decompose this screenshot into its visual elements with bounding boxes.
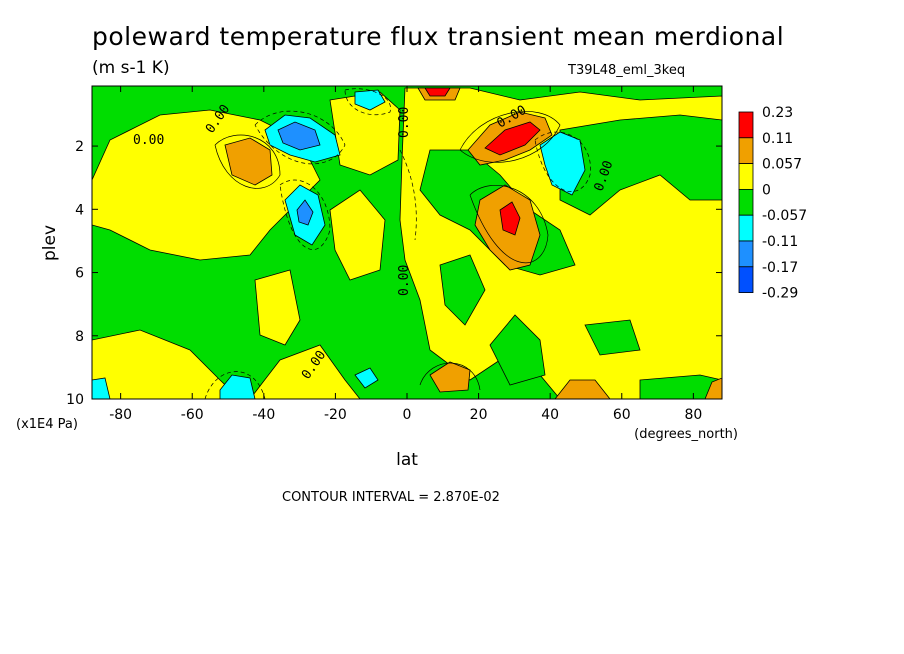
yellow-region-west-lower: [249, 344, 361, 399]
green-region-east-mid: [439, 254, 486, 326]
green-region-east-lower2: [584, 319, 641, 356]
dashed-contour-3: [534, 131, 591, 192]
negative-contours: [204, 88, 591, 399]
cyan-region-5S-top: [354, 89, 386, 111]
chart-title: poleward temperature flux transient mean…: [92, 22, 785, 51]
colorbar-swatch: [738, 214, 754, 242]
colorbar: 0.23 0.11 0.057 0 -0.057 -0.11 -0.17 -0.29: [738, 105, 807, 302]
orange-region-46N-bottom: [554, 379, 611, 399]
x-tick-label: 80: [684, 407, 702, 423]
orange-region-40S: [224, 137, 273, 186]
yellow-region-subtrop: [254, 269, 301, 346]
band-negative-mid: [92, 89, 586, 399]
x-axis-label: lat: [396, 450, 418, 470]
y-tick-label: 2: [75, 139, 84, 155]
colorbar-label: 0.23: [762, 105, 793, 121]
solid-contour-1: [469, 185, 549, 264]
colorbar-swatch: [738, 111, 754, 139]
colorbar-swatch: [738, 163, 754, 190]
colorbar-label: -0.057: [762, 208, 807, 224]
y-tick-label: 6: [75, 266, 84, 282]
red-region-eq-top: [424, 87, 451, 97]
dashed-contour-4: [344, 88, 391, 116]
colorbar-swatch: [738, 137, 754, 165]
axes: -80 -60 -40 -20 0 20 40 60 80 2 4 6 8 10 lat (degrees_n…: [16, 86, 738, 470]
colorbar-label: 0.057: [762, 157, 802, 173]
green-region-east-upper: [559, 114, 722, 216]
x-tick-label: -20: [324, 407, 347, 423]
cyan-region-10S-bottom: [354, 367, 379, 389]
x-tick-label: -60: [181, 407, 204, 423]
x-tick-label: -40: [252, 407, 275, 423]
blue-region-28S-upper: [277, 121, 321, 151]
band-negative-high: [277, 121, 321, 226]
red-region-30N-mid: [499, 201, 521, 236]
cyan-region-50S-bottom: [219, 374, 256, 399]
dashed-contour-5: [204, 371, 266, 399]
chart-units: (m s-1 K): [92, 58, 170, 78]
plot-area: [92, 86, 722, 399]
dashed-contour-6: [399, 149, 417, 241]
contour-label: 0.00: [133, 133, 164, 148]
colorbar-label: 0: [762, 182, 771, 198]
x-tick-label: 40: [541, 407, 559, 423]
orange-region-12N-bottom: [429, 361, 471, 393]
contour-label: 0.00: [397, 107, 412, 138]
cyan-region-polar-west: [92, 377, 111, 399]
dataset-label: T39L48_eml_3keq: [568, 63, 686, 78]
yellow-region-center-upper: [329, 91, 401, 176]
solid-contour-4: [419, 362, 481, 391]
colorbar-swatch: [738, 240, 754, 268]
colorbar-label: -0.17: [762, 260, 798, 276]
y-tick-label: 4: [75, 202, 84, 218]
colorbar-swatch: [738, 266, 754, 293]
solid-contour-2: [459, 111, 561, 163]
y-tick-label: 10: [66, 392, 84, 408]
red-region-30N-upper: [484, 121, 541, 156]
contour-label: 0.00: [397, 265, 412, 296]
x-axis-unit: (degrees_north): [634, 427, 738, 442]
colorbar-swatch: [738, 188, 754, 216]
dashed-contour-2: [279, 179, 331, 250]
x-tick-label: -80: [109, 407, 132, 423]
blue-region-30S-mid: [296, 199, 314, 226]
positive-contours: [214, 111, 561, 391]
y-axis-label: plev: [40, 225, 60, 261]
colorbar-label: -0.11: [762, 234, 798, 250]
yellow-region-polar-west: [92, 329, 241, 399]
y-axis-unit: (x1E4 Pa): [16, 417, 78, 432]
solid-contour-3: [214, 134, 281, 189]
band-positive-high: [424, 87, 541, 236]
x-tick-label: 60: [613, 407, 631, 423]
x-tick-label: 0: [403, 407, 412, 423]
green-region-east-lower: [489, 314, 546, 386]
green-region-polar-east: [639, 374, 722, 399]
dashed-contour-1: [254, 110, 346, 165]
colorbar-label: -0.29: [762, 286, 798, 302]
contour-interval: CONTOUR INTERVAL = 2.870E-02: [282, 490, 500, 505]
x-tick-label: 20: [470, 407, 488, 423]
cyan-region-43N: [539, 131, 586, 196]
colorbar-label: 0.11: [762, 131, 793, 147]
yellow-region-midcenter: [329, 189, 386, 281]
y-tick-label: 8: [75, 329, 84, 345]
orange-region-85N-bottom: [704, 377, 722, 399]
